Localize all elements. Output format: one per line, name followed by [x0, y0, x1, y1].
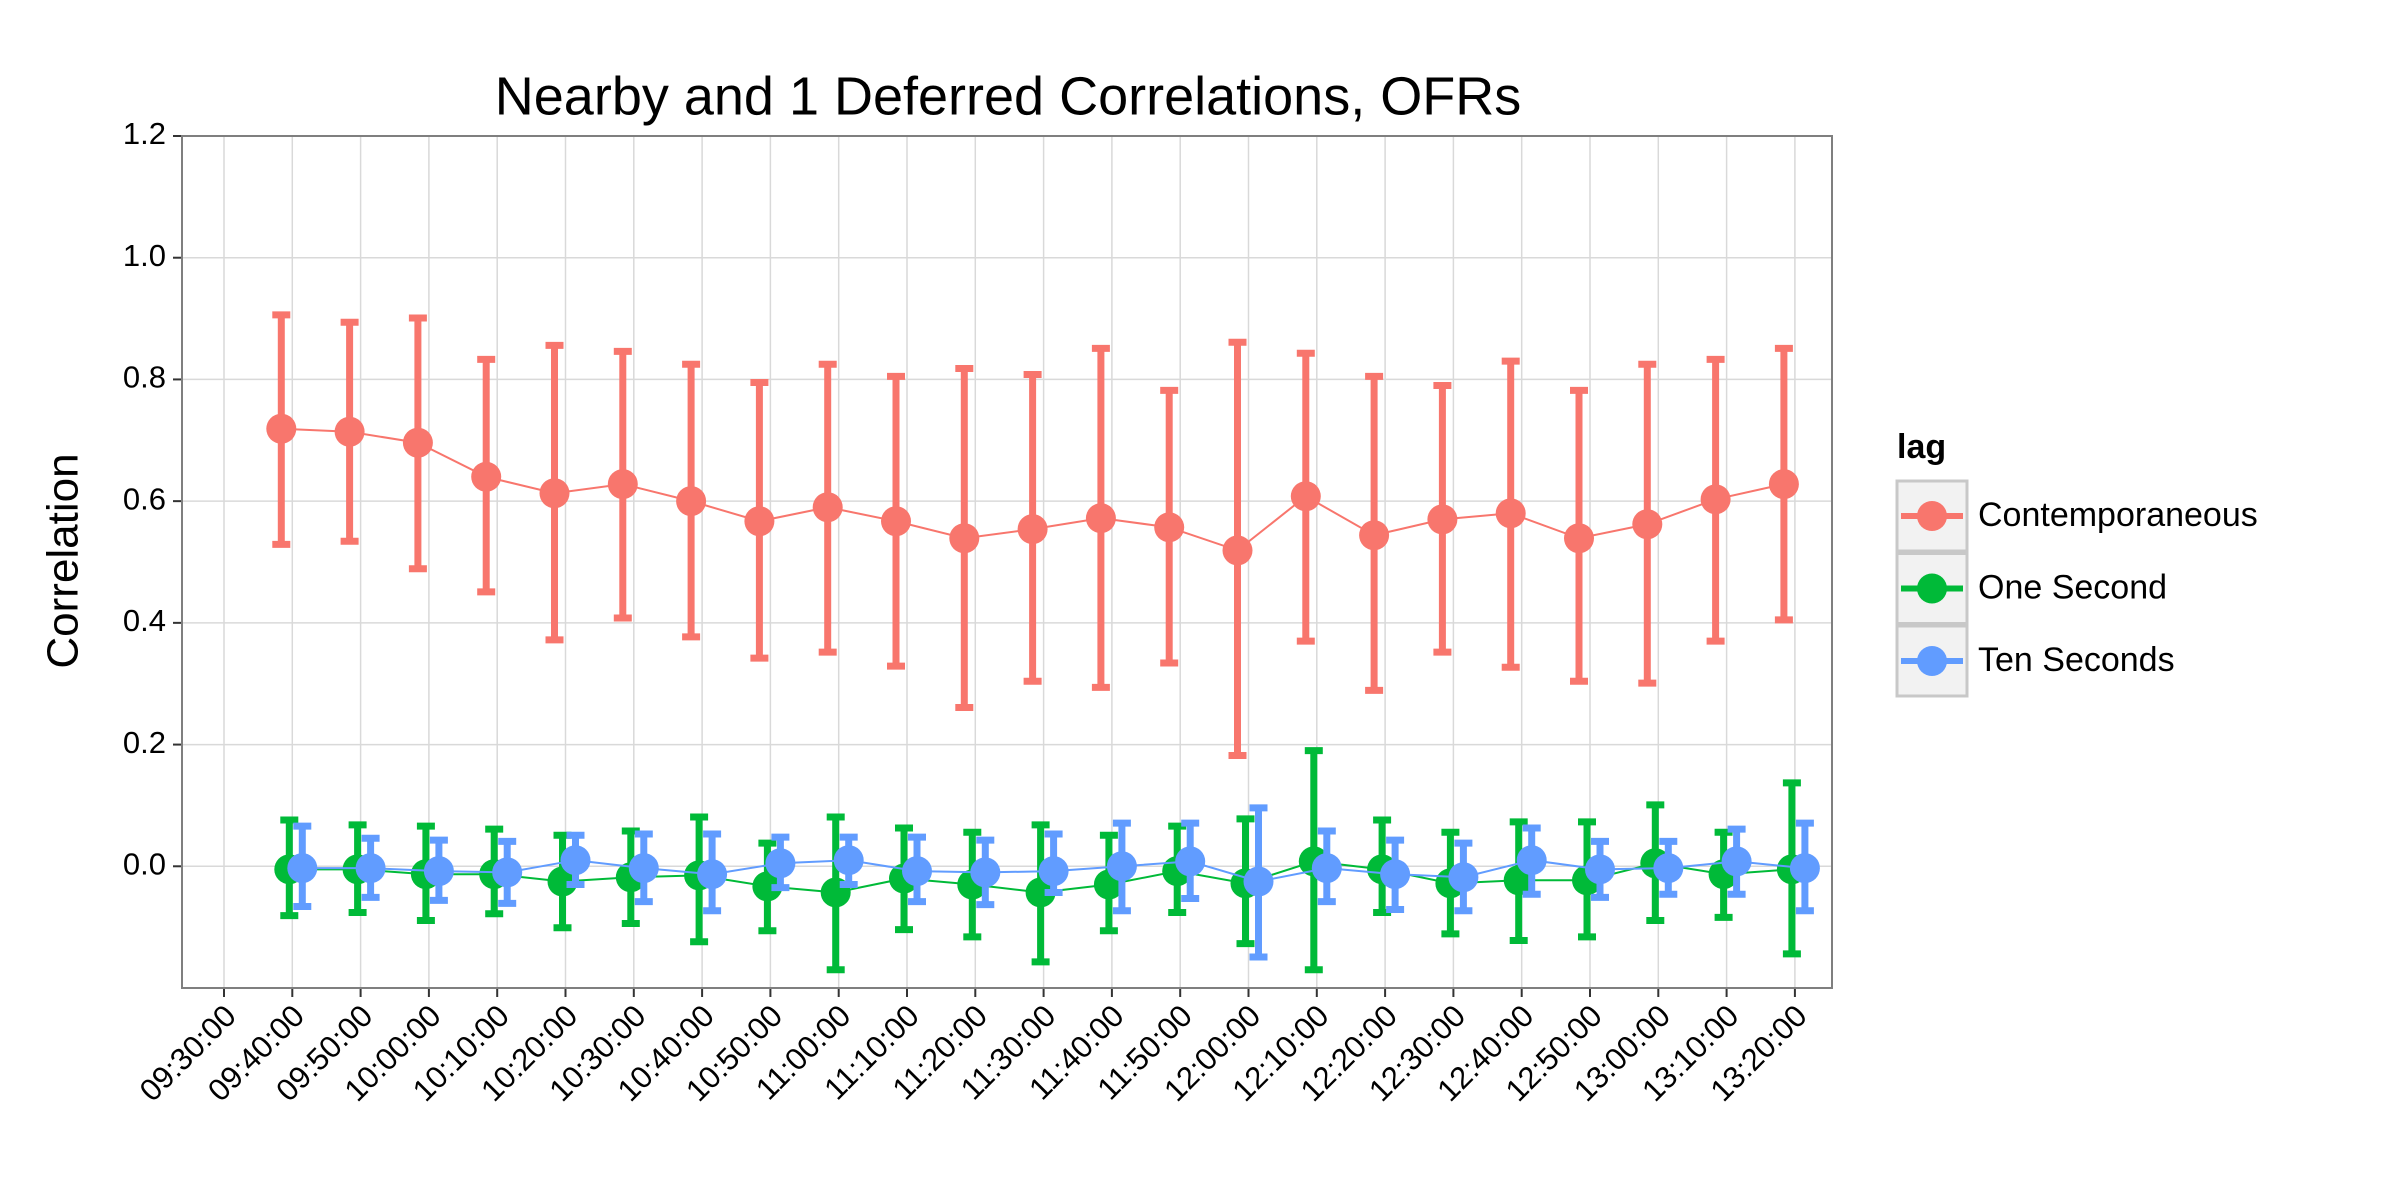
- point: [287, 853, 318, 884]
- point: [1154, 512, 1185, 543]
- point: [334, 416, 365, 447]
- y-axis-label: Correlation: [39, 453, 88, 668]
- chart-title: Nearby and 1 Deferred Correlations, OFRs: [495, 66, 1521, 126]
- point: [560, 845, 591, 876]
- y-tick-label: 0.2: [123, 725, 166, 760]
- point: [1721, 846, 1752, 877]
- point: [1222, 535, 1253, 566]
- point: [1106, 851, 1137, 882]
- legend-key-point: [1917, 573, 1947, 604]
- y-tick-label: 0.0: [123, 846, 166, 881]
- point: [266, 413, 297, 444]
- point: [676, 486, 707, 517]
- point: [423, 856, 454, 887]
- point: [902, 856, 932, 887]
- point: [1243, 866, 1274, 897]
- point: [355, 853, 386, 884]
- legend-label: One Second: [1978, 568, 2167, 606]
- legend-title: lag: [1897, 428, 1946, 466]
- plot-panel: [182, 136, 1832, 988]
- y-tick-label: 1.2: [123, 116, 166, 151]
- point: [697, 859, 728, 890]
- point: [1495, 498, 1526, 529]
- legend-key-point: [1917, 646, 1947, 676]
- point: [752, 871, 783, 902]
- point: [1632, 509, 1663, 540]
- point: [881, 506, 911, 537]
- point: [1427, 504, 1458, 535]
- point: [539, 478, 570, 509]
- point: [1085, 503, 1116, 534]
- point: [1653, 853, 1684, 884]
- legend-label: Ten Seconds: [1978, 641, 2175, 679]
- y-tick-label: 0.8: [123, 360, 166, 395]
- point: [1516, 845, 1547, 876]
- point: [1768, 469, 1799, 500]
- point: [970, 857, 1001, 888]
- point: [1175, 846, 1206, 877]
- point: [402, 427, 433, 458]
- point: [1789, 853, 1820, 884]
- y-tick-label: 0.4: [123, 603, 166, 638]
- point: [1017, 514, 1048, 545]
- point: [744, 506, 775, 537]
- y-tick-label: 1.0: [123, 238, 166, 273]
- point: [833, 845, 864, 876]
- point: [1700, 484, 1731, 515]
- legend-key-point: [1917, 501, 1947, 531]
- point: [765, 848, 796, 879]
- point: [1038, 856, 1069, 887]
- point: [1564, 523, 1594, 554]
- point: [1448, 862, 1479, 893]
- point: [1359, 520, 1390, 551]
- point: [471, 461, 502, 492]
- point: [1585, 854, 1615, 885]
- legend-label: Contemporaneous: [1978, 496, 2258, 534]
- point: [812, 492, 843, 523]
- plot-border: [181, 135, 1833, 989]
- point: [1380, 859, 1411, 890]
- point: [607, 469, 638, 500]
- point: [949, 523, 980, 554]
- point: [628, 853, 659, 884]
- point: [492, 857, 523, 888]
- y-tick-label: 0.6: [123, 481, 166, 516]
- point: [1290, 481, 1321, 512]
- point: [1311, 853, 1342, 884]
